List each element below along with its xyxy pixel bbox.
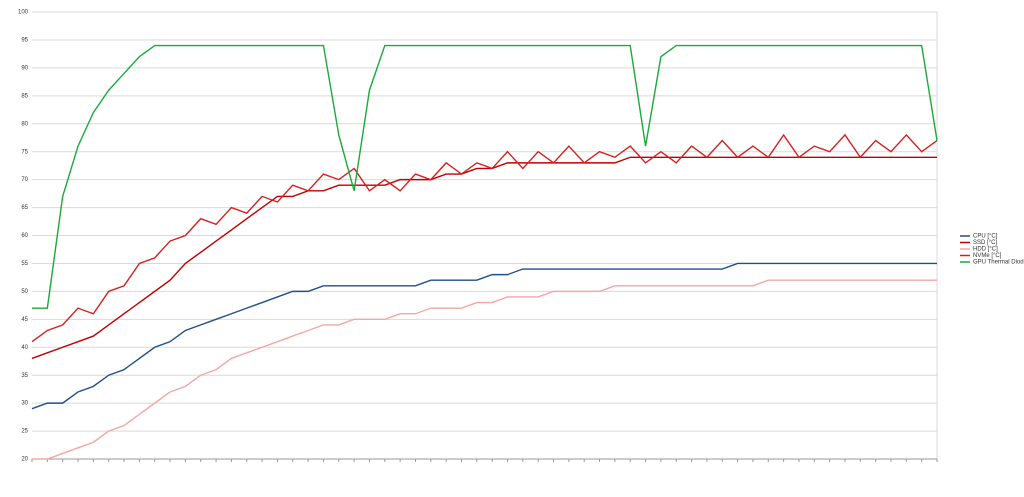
series-line	[31, 133, 938, 343]
y-tick-label: 95	[21, 38, 28, 44]
legend-label: NVMe [°C]	[973, 253, 1002, 259]
series-line	[31, 156, 937, 360]
series-line	[31, 262, 937, 410]
y-tick-label: 75	[21, 149, 28, 155]
legend-label: HDD [°C]	[973, 247, 998, 253]
y-tick-label: 65	[21, 205, 28, 211]
y-tick-label: 25	[21, 429, 28, 435]
y-tick-label: 20	[21, 457, 28, 463]
legend-label: GPU Thermal Diode [°C]	[973, 260, 1024, 266]
y-tick-label: 30	[21, 401, 28, 407]
y-tick-label: 35	[21, 373, 28, 379]
legend-label: CPU [°C]	[973, 234, 998, 240]
y-tick-label: 90	[21, 65, 28, 71]
series-line	[32, 44, 938, 309]
y-tick-label: 60	[21, 233, 28, 239]
y-tick-label: 40	[21, 345, 28, 351]
y-tick-label: 55	[21, 261, 28, 267]
series-line	[32, 279, 937, 460]
y-tick-label: 100	[18, 10, 29, 16]
y-tick-label: 50	[21, 289, 28, 295]
y-tick-label: 70	[21, 177, 28, 183]
y-tick-label: 85	[21, 93, 28, 99]
y-tick-label: 80	[21, 121, 28, 127]
legend-label: SSD [°C]	[973, 240, 997, 246]
y-tick-label: 45	[21, 317, 28, 323]
